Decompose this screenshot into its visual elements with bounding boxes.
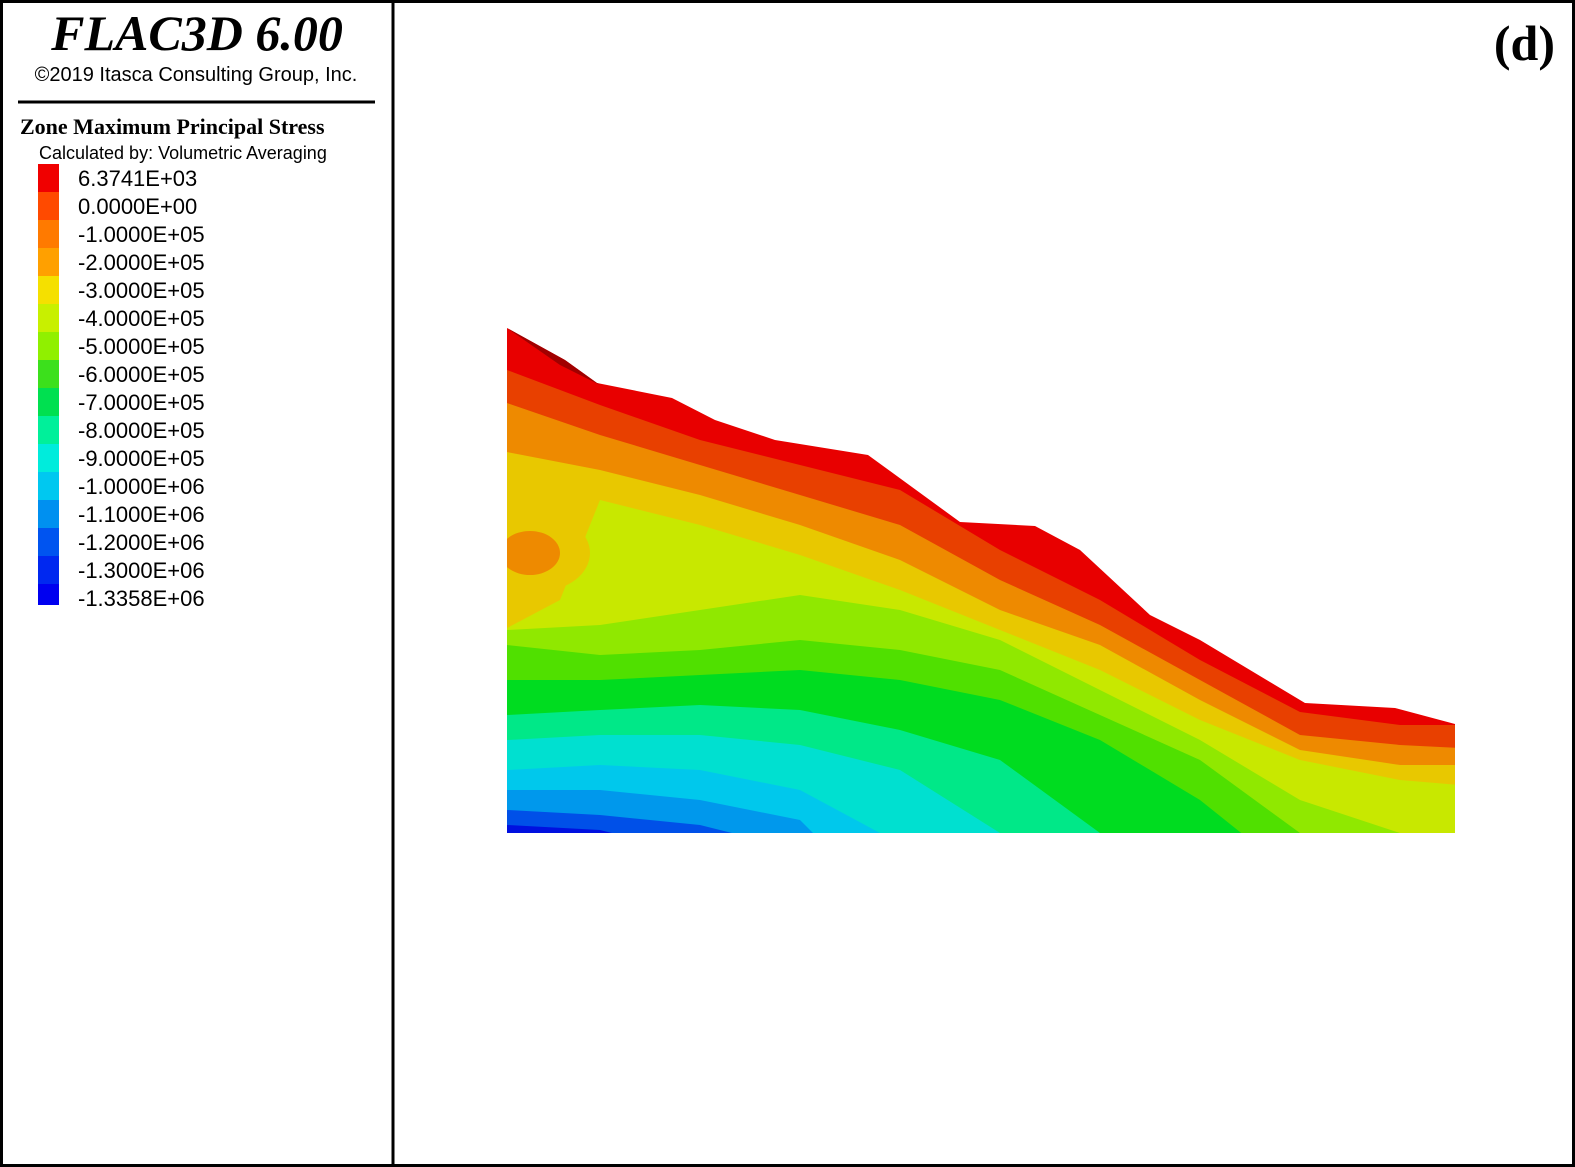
legend-swatch (38, 164, 59, 192)
legend-swatch (38, 416, 59, 444)
contour-band (507, 825, 640, 833)
legend-label: -1.0000E+06 (78, 474, 205, 499)
legend-label: -1.3358E+06 (78, 586, 205, 611)
legend-swatch (38, 528, 59, 556)
legend-label: -1.3000E+06 (78, 558, 205, 583)
legend-label: -2.0000E+05 (78, 250, 205, 275)
legend-swatch (38, 444, 59, 472)
legend-swatch (38, 220, 59, 248)
copyright: ©2019 Itasca Consulting Group, Inc. (35, 64, 358, 86)
legend-swatch (38, 304, 59, 332)
legend-label: -1.1000E+06 (78, 502, 205, 527)
contour-band (507, 531, 560, 575)
legend: 6.3741E+03 0.0000E+00 -1.0000E+05 -2.0000E+… (38, 164, 205, 611)
legend-label: 0.0000E+00 (78, 194, 197, 219)
legend-label: -8.0000E+05 (78, 418, 205, 443)
legend-label: -1.2000E+06 (78, 530, 205, 555)
legend-label: -3.0000E+05 (78, 278, 205, 303)
legend-label: -9.0000E+05 (78, 446, 205, 471)
legend-swatch (38, 500, 59, 528)
legend-label: -5.0000E+05 (78, 334, 205, 359)
legend-swatch (38, 276, 59, 304)
legend-title: Zone Maximum Principal Stress (20, 114, 325, 139)
legend-swatch (38, 360, 59, 388)
legend-swatch (38, 192, 59, 220)
legend-subtitle: Calculated by: Volumetric Averaging (39, 143, 327, 163)
legend-swatch (38, 388, 59, 416)
legend-swatch (38, 248, 59, 276)
legend-label: -6.0000E+05 (78, 362, 205, 387)
title: FLAC3D 6.00 (50, 5, 343, 61)
legend-label: 6.3741E+03 (78, 166, 197, 191)
legend-label: -1.0000E+05 (78, 222, 205, 247)
legend-swatch (38, 332, 59, 360)
legend-swatch (38, 556, 59, 584)
legend-swatch (38, 472, 59, 500)
legend-label: -4.0000E+05 (78, 306, 205, 331)
panel-label: (d) (1494, 15, 1555, 71)
legend-swatch (38, 584, 59, 605)
contour-band (507, 328, 600, 385)
legend-label: -7.0000E+05 (78, 390, 205, 415)
